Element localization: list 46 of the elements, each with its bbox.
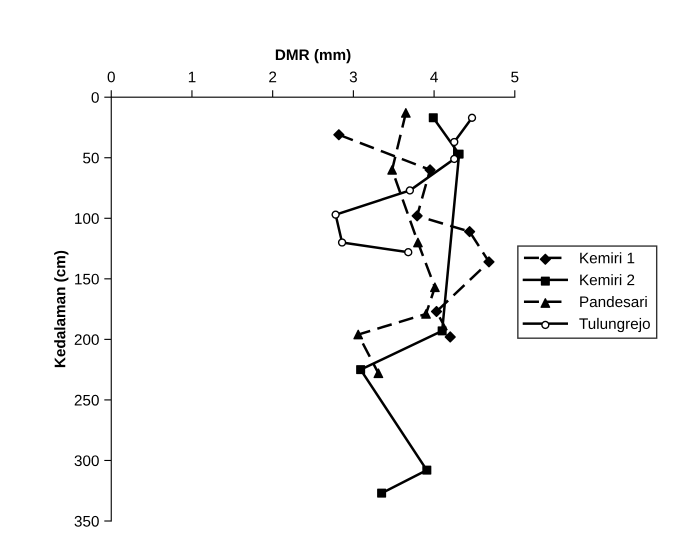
point <box>430 306 442 318</box>
point <box>400 108 411 118</box>
point <box>468 114 476 122</box>
x-tick-label: 4 <box>430 72 438 82</box>
point <box>377 488 386 498</box>
point <box>421 309 431 319</box>
legend-label: Kemiri 1 <box>580 252 634 264</box>
point <box>356 365 366 374</box>
point <box>412 210 423 222</box>
point <box>333 129 344 140</box>
legend-label: Tulungrejo <box>579 318 650 332</box>
point <box>438 326 447 336</box>
point <box>450 138 458 146</box>
y-tick-label: 50 <box>83 152 99 164</box>
point <box>331 210 340 219</box>
point <box>338 238 346 247</box>
point <box>444 331 456 343</box>
y-tick-label: 300 <box>74 455 99 466</box>
x-axis-title: DMR (mm) <box>276 48 350 64</box>
point <box>450 154 458 164</box>
point <box>422 466 432 475</box>
point <box>353 330 364 340</box>
point <box>483 256 495 268</box>
point <box>430 282 440 292</box>
y-axis-title: Kedalaman (cm) <box>54 250 68 368</box>
x-tick-label: 1 <box>188 72 196 82</box>
point <box>424 164 436 176</box>
x-tick-label: 2 <box>269 72 276 82</box>
point <box>464 226 476 238</box>
x-tick-label: 0 <box>108 72 115 82</box>
point <box>406 186 414 195</box>
y-tick-label: 0 <box>92 92 99 103</box>
x-tick-label: 3 <box>350 72 357 82</box>
legend-label: Kemiri 2 <box>580 274 634 286</box>
x-tick-label: 5 <box>511 72 518 82</box>
legend-label: Pandesari <box>580 296 647 308</box>
y-tick-label: 150 <box>75 274 99 285</box>
point <box>413 238 423 248</box>
y-tick-label: 200 <box>74 334 99 346</box>
y-tick-label: 350 <box>74 516 99 527</box>
point <box>428 113 438 122</box>
point <box>387 164 397 175</box>
y-tick-label: 250 <box>74 394 99 406</box>
y-tick-label: 100 <box>75 213 99 224</box>
point <box>404 248 412 256</box>
point <box>374 368 384 378</box>
